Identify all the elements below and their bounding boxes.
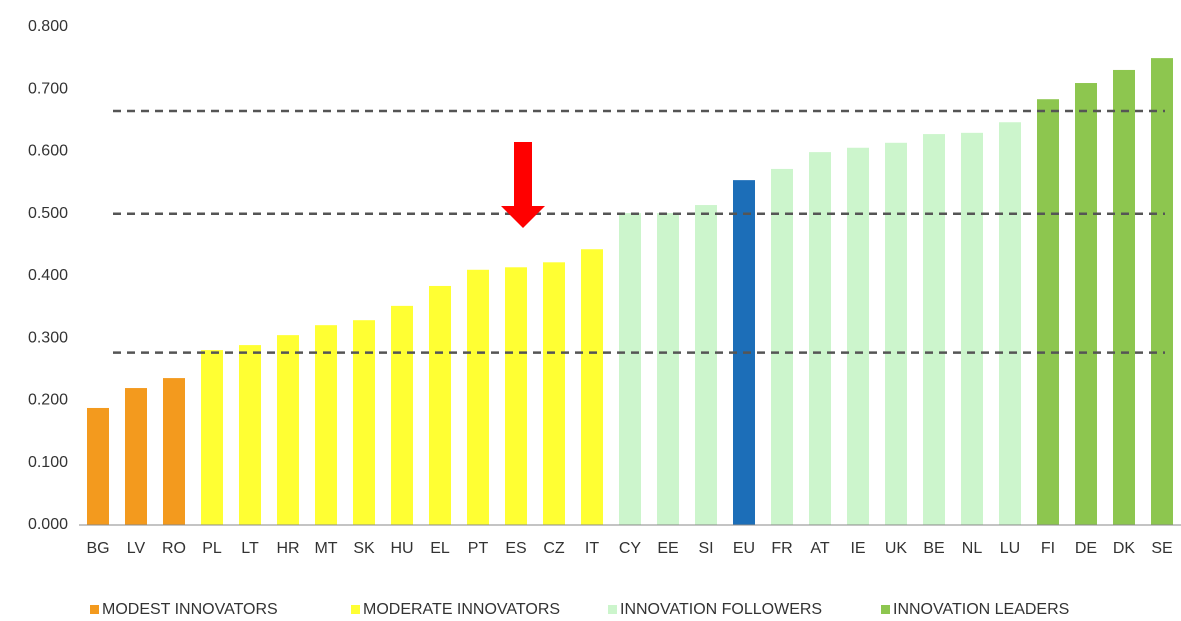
bar (999, 122, 1021, 526)
y-tick-label: 0.200 (28, 392, 68, 409)
y-tick-label: 0.400 (28, 267, 68, 284)
bar (1037, 99, 1059, 526)
bar (1075, 83, 1097, 526)
x-tick-label: LV (127, 540, 146, 557)
x-tick-label: HR (276, 540, 299, 557)
annotation-arrow (501, 142, 545, 228)
y-tick-label: 0.100 (28, 454, 68, 471)
x-tick-label: NL (962, 540, 983, 557)
x-tick-label: DE (1075, 540, 1097, 557)
y-tick-label: 0.300 (28, 329, 68, 346)
x-tick-label: BG (86, 540, 109, 557)
legend-label: MODERATE INNOVATORS (363, 601, 560, 618)
bar (277, 335, 299, 525)
x-tick-label: LT (241, 540, 259, 557)
bar (391, 305, 413, 525)
bar (771, 168, 793, 525)
x-tick-label: LU (1000, 540, 1020, 557)
bar (315, 325, 337, 525)
x-tick-label: HU (390, 540, 413, 557)
x-tick-label: MT (314, 540, 337, 557)
x-tick-label: BE (923, 540, 944, 557)
bar (201, 350, 223, 525)
bar (885, 142, 907, 525)
bar (619, 213, 641, 525)
legend-swatch (351, 605, 360, 614)
x-tick-label: PT (468, 540, 489, 557)
x-tick-label: CZ (543, 540, 565, 557)
x-tick-label: EU (733, 540, 755, 557)
bar (239, 345, 261, 525)
x-tick-label: FI (1041, 540, 1055, 557)
y-tick-label: 0.000 (28, 516, 68, 533)
plot: 0.000 0.100 0.200 0.300 0.400 0.500 0.600 0.700… (28, 18, 1181, 618)
x-tick-label: EL (430, 540, 450, 557)
x-tick-label: IT (585, 540, 599, 557)
bar (543, 262, 565, 525)
y-tick-label: 0.800 (28, 18, 68, 35)
bar (847, 147, 869, 525)
bar (1151, 58, 1173, 525)
x-tick-label: FR (771, 540, 792, 557)
x-tick-label: ES (505, 540, 526, 557)
bar (429, 285, 451, 525)
legend-swatch (90, 605, 99, 614)
bar (353, 320, 375, 525)
bar (163, 378, 185, 525)
x-tick-label: IE (850, 540, 865, 557)
bar (961, 132, 983, 525)
y-tick-label: 0.600 (28, 143, 68, 160)
x-tick-label: CY (619, 540, 642, 557)
y-tick-label: 0.700 (28, 80, 68, 97)
bar (657, 213, 679, 525)
legend-label: INNOVATION LEADERS (893, 601, 1069, 618)
legend-swatch (881, 605, 890, 614)
x-tick-label: SI (698, 540, 713, 557)
bar (923, 134, 945, 525)
x-tick-label: RO (162, 540, 186, 557)
x-tick-label: AT (810, 540, 829, 557)
legend-label: MODEST INNOVATORS (102, 601, 278, 618)
x-tick-label: SK (353, 540, 375, 557)
bar (467, 269, 489, 525)
x-tick-label: SE (1151, 540, 1172, 557)
x-tick-label: UK (885, 540, 908, 557)
bar (125, 388, 147, 525)
bar (87, 407, 109, 525)
bar (695, 205, 717, 525)
y-tick-label: 0.500 (28, 205, 68, 222)
bar (1113, 69, 1135, 525)
bar (581, 249, 603, 526)
legend-swatch (608, 605, 617, 614)
x-tick-label: PL (202, 540, 222, 557)
x-tick-label: DK (1113, 540, 1136, 557)
legend-label: INNOVATION FOLLOWERS (620, 601, 822, 618)
bar (809, 152, 831, 525)
x-tick-label: EE (657, 540, 678, 557)
bar (505, 267, 527, 525)
